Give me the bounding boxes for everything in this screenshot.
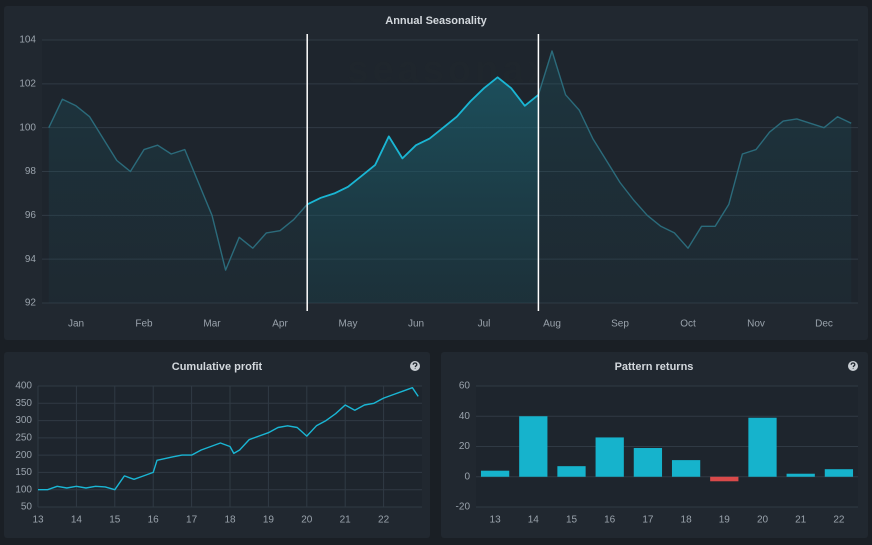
x-tick-label: 20 [757, 515, 769, 526]
y-tick-label: 94 [25, 254, 37, 265]
y-tick-label: 98 [25, 166, 37, 177]
x-tick-label: 22 [833, 515, 845, 526]
y-tick-label: -20 [456, 502, 471, 513]
x-tick-label: Aug [543, 319, 561, 330]
x-tick-label: Nov [747, 319, 765, 330]
bar [748, 417, 777, 477]
y-tick-label: 0 [464, 471, 470, 482]
x-tick-label: Jul [478, 319, 491, 330]
line [306, 76, 539, 206]
x-tick-label: 19 [263, 515, 275, 526]
y-tick-label: 200 [15, 450, 32, 461]
bar [480, 470, 510, 477]
x-tick-label: Jun [408, 319, 424, 330]
x-tick-label: 16 [148, 515, 160, 526]
help-icon[interactable] [410, 361, 420, 371]
x-tick-label: 13 [32, 515, 44, 526]
x-tick-label: 17 [186, 515, 198, 526]
bar [595, 437, 624, 477]
y-tick-label: 96 [25, 210, 37, 221]
x-tick-label: 15 [566, 515, 578, 526]
bar [824, 469, 854, 477]
watermark: seasonax [347, 49, 552, 91]
x-tick-label: 14 [71, 515, 83, 526]
help-glyph [412, 362, 418, 369]
y-tick-label: 100 [15, 484, 32, 495]
y-tick-label: 60 [459, 381, 471, 392]
x-tick-label: Sep [611, 319, 629, 330]
x-tick-label: Apr [272, 319, 288, 330]
x-tick-label: 21 [795, 515, 807, 526]
x-tick-label: Dec [815, 319, 833, 330]
x-tick-label: 18 [681, 515, 693, 526]
y-tick-label: 40 [459, 411, 471, 422]
x-tick-label: 15 [109, 515, 121, 526]
x-tick-label: 20 [301, 515, 313, 526]
x-tick-label: Jan [68, 319, 84, 330]
bar [671, 460, 701, 477]
chart-title: Annual Seasonality [385, 15, 487, 27]
line [38, 387, 419, 491]
y-tick-label: 250 [15, 432, 32, 443]
bar [633, 448, 663, 477]
chart-title: Cumulative profit [172, 361, 263, 373]
y-tick-label: 100 [19, 122, 36, 133]
y-tick-label: 104 [19, 35, 36, 46]
y-tick-label: 20 [459, 441, 471, 452]
x-tick-label: 22 [378, 515, 390, 526]
bar [710, 476, 739, 482]
help-glyph [850, 362, 856, 369]
x-tick-label: 13 [490, 515, 502, 526]
x-tick-label: 16 [604, 515, 616, 526]
bar [557, 466, 586, 477]
x-tick-label: Oct [680, 319, 696, 330]
y-tick-label: 102 [19, 78, 36, 89]
bar [786, 473, 815, 477]
help-icon[interactable] [848, 361, 858, 371]
x-tick-label: Feb [135, 319, 153, 330]
x-tick-label: May [339, 319, 358, 330]
x-tick-label: 19 [719, 515, 731, 526]
bar [519, 416, 548, 477]
x-tick-label: 14 [528, 515, 540, 526]
x-tick-label: 21 [340, 515, 352, 526]
y-tick-label: 350 [15, 398, 32, 409]
x-tick-label: 18 [224, 515, 236, 526]
y-tick-label: 400 [15, 381, 32, 392]
y-tick-label: 300 [15, 415, 32, 426]
y-tick-label: 50 [21, 502, 33, 513]
y-tick-label: 150 [15, 467, 32, 478]
y-tick-label: 92 [25, 298, 37, 309]
area [307, 77, 539, 303]
x-tick-label: Mar [203, 319, 221, 330]
chart-title: Pattern returns [615, 361, 694, 373]
x-tick-label: 17 [642, 515, 654, 526]
